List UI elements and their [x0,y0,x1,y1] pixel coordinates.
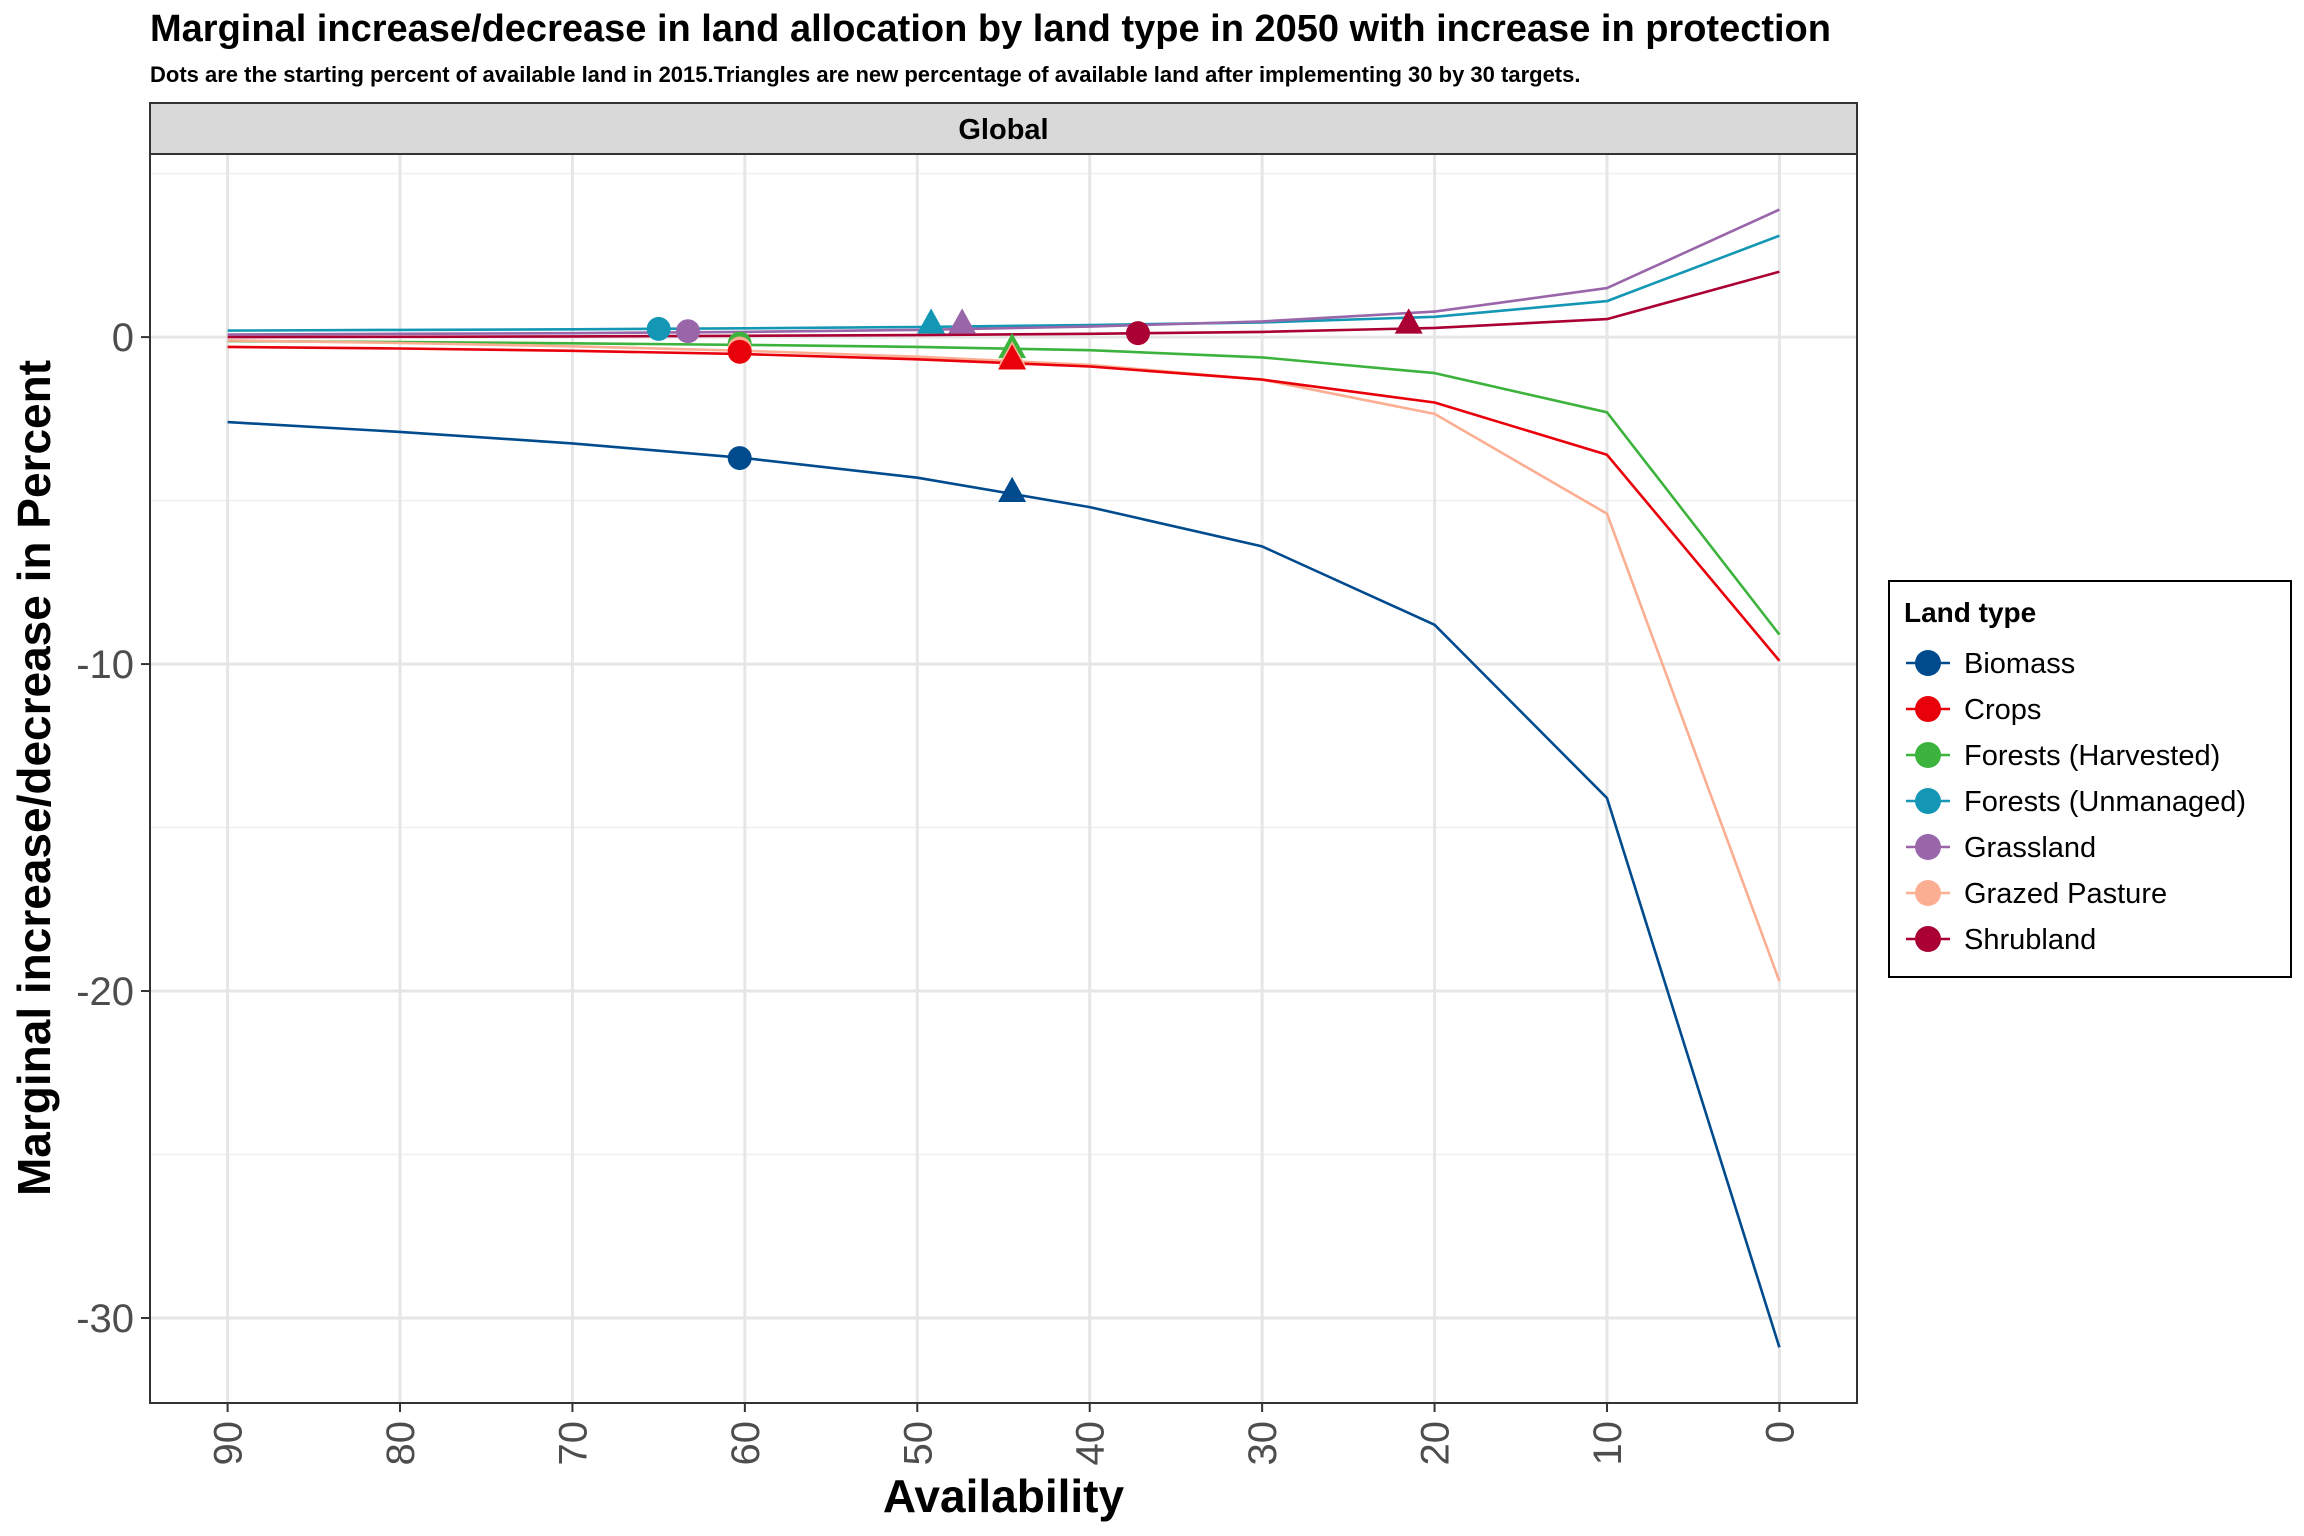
legend-label: Forests (Unmanaged) [1964,786,2246,818]
legend-label: Grassland [1964,832,2096,864]
x-tick-label: 30 [1241,1421,1285,1466]
facet-strip [149,102,1858,155]
start-point-shrubland [1125,321,1150,346]
legend-key-dot [1915,650,1941,676]
series-line-grassland [227,208,1780,336]
chart-subtitle: Dots are the starting percent of availab… [150,62,1580,87]
legend-key-dot [1915,926,1941,952]
x-axis-label: Availability [883,1470,1125,1522]
x-tick-label: 40 [1069,1421,1113,1466]
x-tick-label: 90 [207,1421,251,1466]
legend-item: Biomass [1906,648,2075,680]
legend-item: Grazed Pasture [1906,878,2167,910]
series-line-forests-unmanaged [227,234,1780,332]
legend-label: Crops [1964,694,2041,726]
legend-key-dot [1915,696,1941,722]
legend: Land type Biomass Crops Forests (Harvested… [1888,580,2292,978]
legend-label: Grazed Pasture [1964,878,2167,910]
x-tick-label: 60 [724,1421,768,1466]
start-point-forests-unmanaged [646,316,671,341]
y-tick-label: 0 [112,316,134,360]
plot-border [149,153,1858,1404]
grid-major [150,154,1857,1403]
legend-title: Land type [1904,597,2036,628]
legend-item: Crops [1906,694,2041,726]
start-point-crops [727,339,752,364]
end-point-grassland [948,308,977,334]
end-point-shrubland [1394,308,1423,334]
x-tick-label: 0 [1758,1421,1802,1443]
facet-label: Global [958,114,1048,146]
start-points [646,316,1150,471]
y-tick-label: -20 [76,970,134,1014]
y-axis-label: Marginal increase/decrease in Percent [8,360,60,1196]
x-tick-label: 80 [379,1421,423,1466]
x-axis: 90 80 70 60 50 40 30 20 10 0 [207,1403,1802,1466]
x-tick-label: 70 [551,1421,595,1466]
legend-items: Biomass Crops Forests (Harvested) Forests (… [1906,648,2246,956]
legend-label: Biomass [1964,648,2075,680]
y-tick-label: -30 [76,1297,134,1341]
legend-item: Forests (Unmanaged) [1906,786,2246,818]
legend-item: Grassland [1906,832,2096,864]
x-tick-label: 20 [1414,1421,1458,1466]
y-axis: 0 -10 -20 -30 [76,316,150,1341]
legend-item: Shrubland [1906,924,2096,956]
legend-key-dot [1915,788,1941,814]
end-point-forests-unmanaged [917,308,946,334]
legend-box [1888,580,2292,978]
legend-label: Forests (Harvested) [1964,740,2220,772]
legend-item: Forests (Harvested) [1906,740,2220,772]
start-point-biomass [727,446,752,471]
start-point-grassland [675,319,700,344]
chart-title: Marginal increase/decrease in land alloc… [150,8,1831,50]
end-points [917,308,1423,502]
x-tick-label: 50 [896,1421,940,1466]
end-point-biomass [998,476,1027,502]
legend-key-dot [1915,880,1941,906]
y-tick-label: -10 [76,643,134,687]
x-tick-label: 10 [1586,1421,1630,1466]
legend-label: Shrubland [1964,924,2096,956]
legend-key-dot [1915,742,1941,768]
series-line-shrubland [227,270,1780,339]
legend-key-dot [1915,834,1941,860]
end-point-crops [998,344,1027,370]
